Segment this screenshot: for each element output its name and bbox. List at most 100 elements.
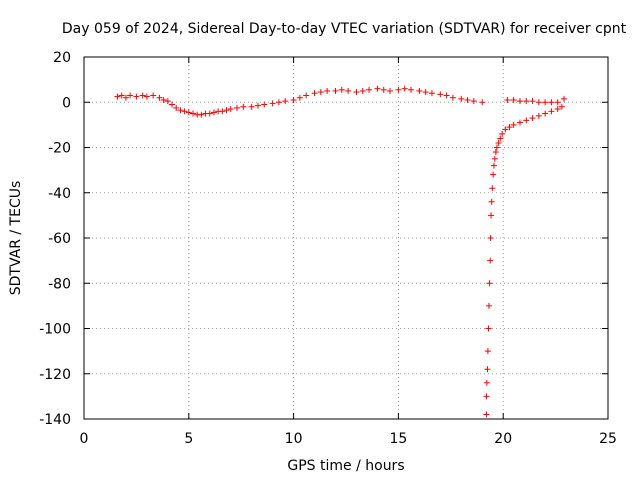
y-tick-label: -140 [39, 412, 71, 428]
data-point [114, 93, 121, 100]
data-point [542, 110, 549, 117]
data-point [380, 86, 387, 93]
data-point [181, 108, 188, 115]
data-point [407, 86, 414, 93]
data-point [428, 90, 435, 97]
data-point [303, 92, 310, 99]
y-tick-label: -120 [39, 367, 71, 383]
data-point [206, 110, 213, 117]
data-point [554, 99, 561, 106]
data-point [275, 99, 282, 106]
data-point [487, 235, 494, 241]
data-point [487, 257, 494, 264]
data-point [133, 93, 140, 100]
grid [84, 57, 608, 419]
data-point [523, 117, 530, 124]
x-tick-label: 20 [494, 431, 512, 447]
data-point [479, 99, 486, 106]
data-point [485, 325, 492, 332]
data-point [510, 121, 517, 128]
data-point [523, 98, 530, 105]
data-point [311, 90, 318, 97]
data-point [290, 96, 297, 103]
y-tick-label: -20 [48, 141, 71, 157]
data-point [484, 348, 491, 355]
data-point [499, 130, 506, 137]
data-point [510, 96, 517, 103]
data-point [491, 155, 498, 162]
data-point [185, 109, 192, 116]
data-point [529, 115, 536, 122]
chart-title: Day 059 of 2024, Sidereal Day-to-day VTE… [62, 21, 627, 37]
data-point [464, 96, 471, 103]
data-point [516, 98, 523, 105]
data-point [516, 119, 523, 126]
data-point [542, 99, 549, 106]
data-point [506, 124, 513, 131]
y-tick-label: -60 [48, 231, 71, 247]
data-point [189, 110, 196, 117]
data-point [248, 103, 255, 110]
x-tick-label: 25 [599, 431, 617, 447]
data-point [483, 393, 490, 400]
data-point [535, 112, 542, 119]
data-point [160, 96, 167, 103]
data-point [156, 94, 163, 101]
data-point [261, 101, 268, 108]
y-tick-label: -100 [39, 322, 71, 338]
data-point [401, 85, 408, 92]
data-point [395, 86, 402, 93]
data-point [143, 93, 150, 100]
data-point [332, 87, 339, 94]
data-point [345, 87, 352, 94]
data-point [483, 379, 490, 386]
data-point [488, 212, 495, 219]
data-point [495, 139, 502, 146]
data-point [470, 98, 477, 105]
data-point [359, 87, 366, 94]
data-point [127, 92, 134, 99]
x-tick-label: 5 [184, 431, 193, 447]
data-point [504, 96, 511, 103]
data-point [240, 103, 247, 110]
data-point [497, 135, 504, 142]
y-tick-label: -40 [48, 186, 71, 202]
data-point [548, 108, 555, 115]
data-point [177, 107, 184, 114]
x-axis-label: GPS time / hours [287, 458, 404, 474]
x-tick-label: 0 [80, 431, 89, 447]
y-tick-label: 20 [53, 50, 71, 66]
data-point [558, 103, 565, 110]
data-point [282, 98, 289, 105]
x-tick-label: 10 [285, 431, 303, 447]
data-point [554, 106, 561, 113]
data-point [269, 100, 276, 107]
data-point [483, 411, 490, 418]
data-point [374, 85, 381, 92]
data-point [324, 87, 331, 94]
data-point [366, 86, 373, 93]
data-point [548, 99, 555, 106]
data-point [492, 149, 499, 156]
data-point [169, 101, 176, 108]
data-point [317, 89, 324, 96]
data-point [227, 106, 234, 113]
data-point [535, 99, 542, 106]
data-point [490, 171, 497, 178]
data-point [122, 94, 129, 101]
data-point [493, 144, 500, 151]
data-point [210, 109, 217, 116]
data-point [223, 107, 230, 114]
data-point [387, 87, 394, 94]
data-point [488, 198, 495, 205]
plot-frame [83, 56, 609, 420]
data-point [489, 185, 496, 192]
data-point [219, 108, 226, 115]
data-point [173, 104, 180, 111]
data-point [560, 95, 567, 102]
y-axis-label: SDTVAR / TECUs [8, 181, 24, 296]
data-point [139, 92, 146, 99]
data-point [529, 98, 536, 105]
x-tick-label: 15 [389, 431, 407, 447]
